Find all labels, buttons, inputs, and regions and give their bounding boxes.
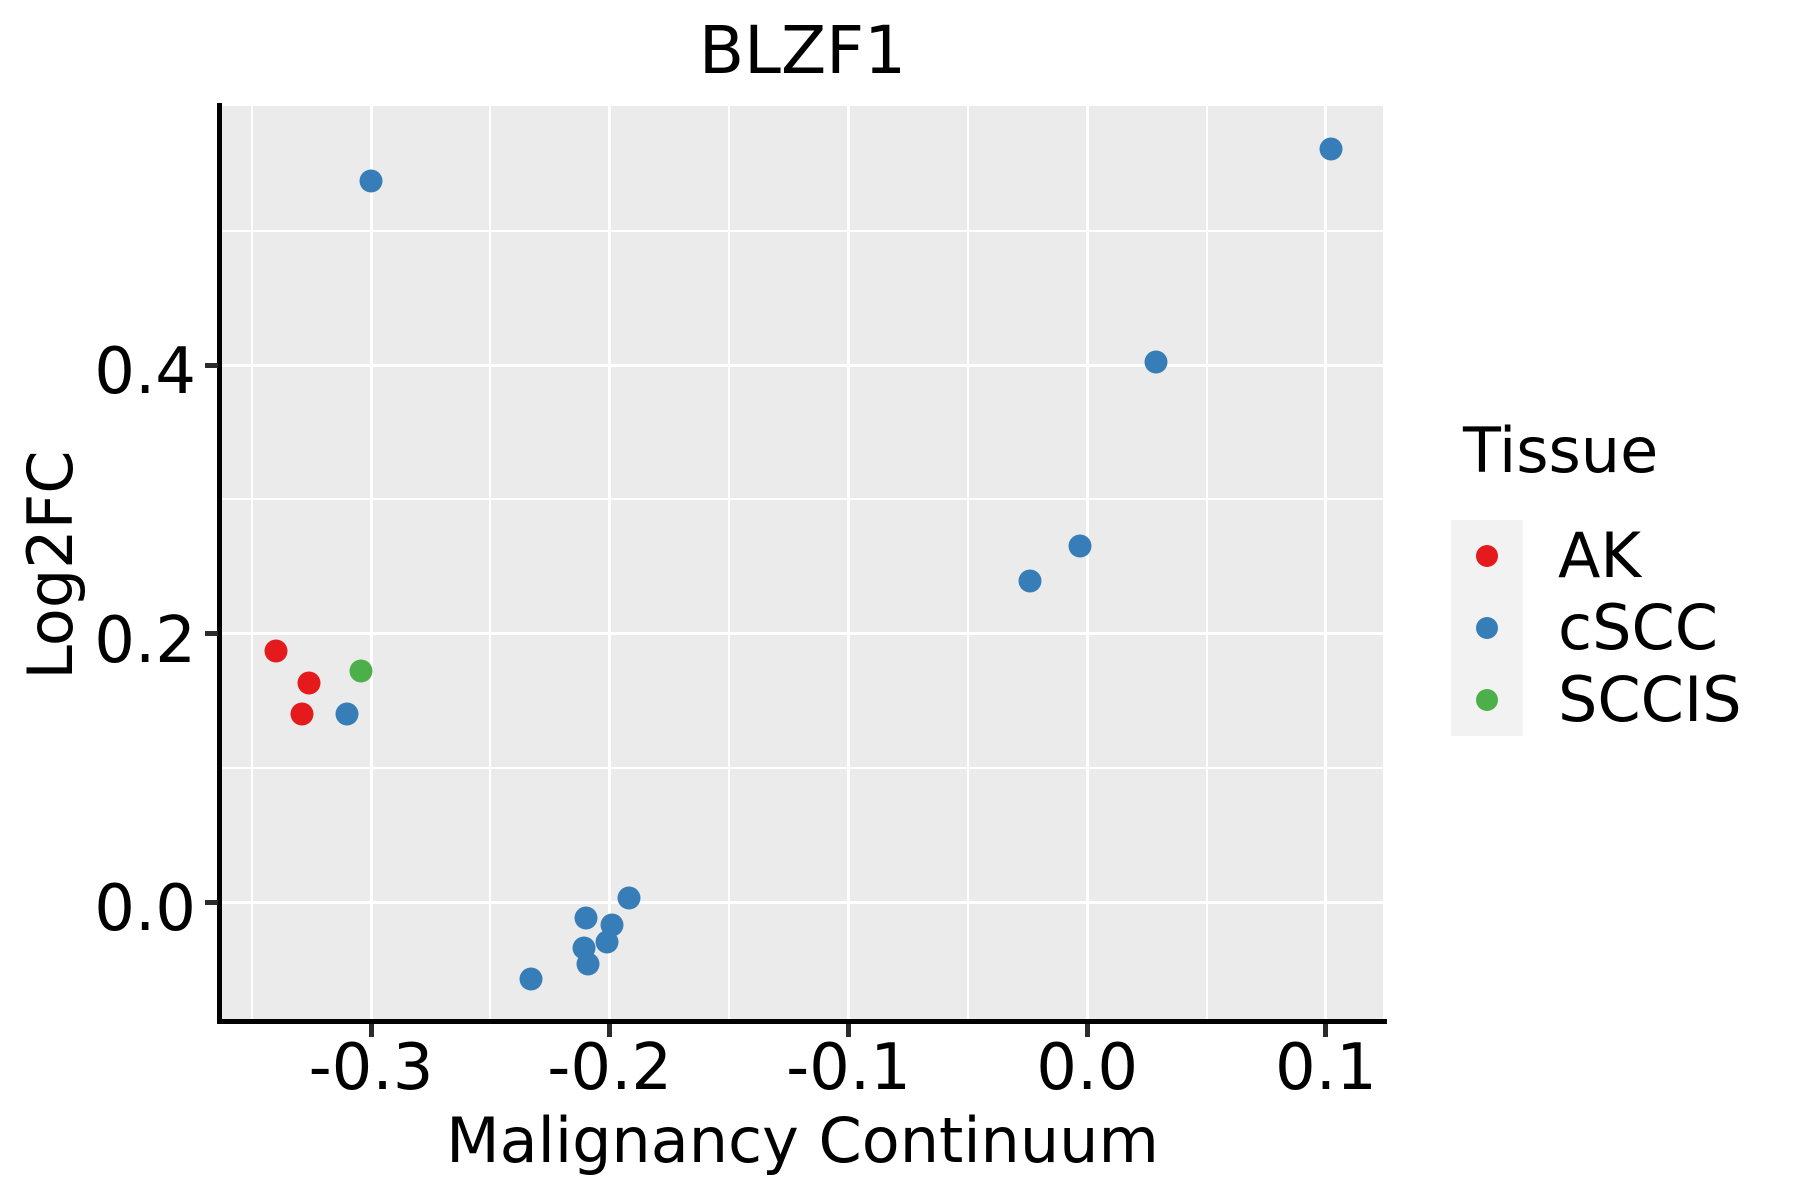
gridline-x-major: [369, 106, 373, 1019]
x-tick-mark: [846, 1024, 851, 1037]
gridline-x-major: [847, 106, 850, 1019]
y-tick-mark: [205, 362, 218, 368]
data-point-sccis: [349, 659, 373, 683]
x-tick-label: 0.1: [1275, 1031, 1377, 1105]
gridline-y-minor: [222, 229, 1383, 232]
x-tick-label: -0.3: [308, 1031, 434, 1105]
y-tick-label: 0.0: [94, 872, 196, 947]
y-axis-line: [217, 103, 222, 1024]
gridline-x-major: [1085, 106, 1089, 1019]
gridline-x-minor: [1205, 106, 1208, 1019]
legend-item-ak: AK: [1451, 520, 1800, 592]
data-point-cscc: [574, 906, 598, 930]
x-tick-mark: [607, 1024, 613, 1037]
data-point-cscc: [600, 913, 624, 937]
legend-title: Tissue: [1463, 414, 1659, 487]
y-tick-label: 0.4: [94, 335, 196, 409]
x-tick-mark: [1084, 1024, 1090, 1037]
x-tick-label: -0.2: [547, 1031, 673, 1105]
x-axis-title: Malignancy Continuum: [446, 1104, 1159, 1177]
data-point-cscc: [1018, 569, 1042, 593]
y-axis-title: Log2FC: [14, 450, 87, 680]
data-point-cscc: [359, 169, 383, 193]
x-tick-mark: [368, 1024, 374, 1037]
data-point-cscc: [1068, 534, 1092, 558]
legend-dot-icon: [1476, 617, 1498, 639]
plot-panel: [222, 106, 1383, 1019]
x-axis-line: [217, 1019, 1387, 1024]
data-point-cscc: [617, 886, 641, 910]
data-point-cscc: [335, 702, 359, 726]
data-point-cscc: [595, 930, 619, 954]
legend-dot-icon: [1476, 545, 1498, 567]
y-tick-mark: [205, 631, 218, 636]
legend-key: [1451, 520, 1523, 592]
gridline-x-major: [1324, 106, 1328, 1019]
y-tick-mark: [205, 899, 218, 905]
data-point-cscc: [1319, 137, 1343, 161]
x-tick-label: 0.0: [1036, 1031, 1139, 1105]
legend-items: AK cSCC SCCIS: [1451, 520, 1800, 736]
legend-item-label: SCCIS: [1558, 663, 1742, 736]
gridline-x-minor: [489, 106, 492, 1019]
legend-item-label: cSCC: [1558, 591, 1719, 664]
gridline-y-major: [222, 363, 1383, 367]
legend-key: [1451, 664, 1523, 736]
data-point-cscc: [576, 952, 600, 976]
gridline-x-minor: [250, 106, 253, 1019]
legend-item-cscc: cSCC: [1451, 592, 1800, 664]
data-point-cscc: [1144, 350, 1168, 374]
gridline-y-major: [222, 632, 1383, 635]
data-point-ak: [264, 639, 287, 663]
y-tick-label: 0.2: [94, 603, 196, 678]
plot-title: BLZF1: [698, 12, 907, 89]
legend: Tissue AK cSCC SCCIS: [1451, 420, 1800, 736]
gridline-y-minor: [222, 766, 1383, 769]
legend-key: [1451, 592, 1523, 664]
data-point-ak: [297, 671, 321, 695]
x-tick-mark: [1323, 1024, 1329, 1037]
data-point-cscc: [519, 967, 543, 991]
legend-item-sccis: SCCIS: [1451, 664, 1800, 736]
gridline-x-major: [608, 106, 612, 1019]
legend-item-label: AK: [1558, 519, 1642, 592]
gridline-x-minor: [728, 106, 731, 1019]
gridline-x-minor: [966, 106, 969, 1019]
x-tick-label: -0.1: [786, 1031, 911, 1105]
legend-dot-icon: [1476, 689, 1498, 711]
gridline-y-minor: [222, 498, 1383, 501]
gridline-y-major: [222, 900, 1383, 904]
data-point-ak: [290, 702, 314, 726]
